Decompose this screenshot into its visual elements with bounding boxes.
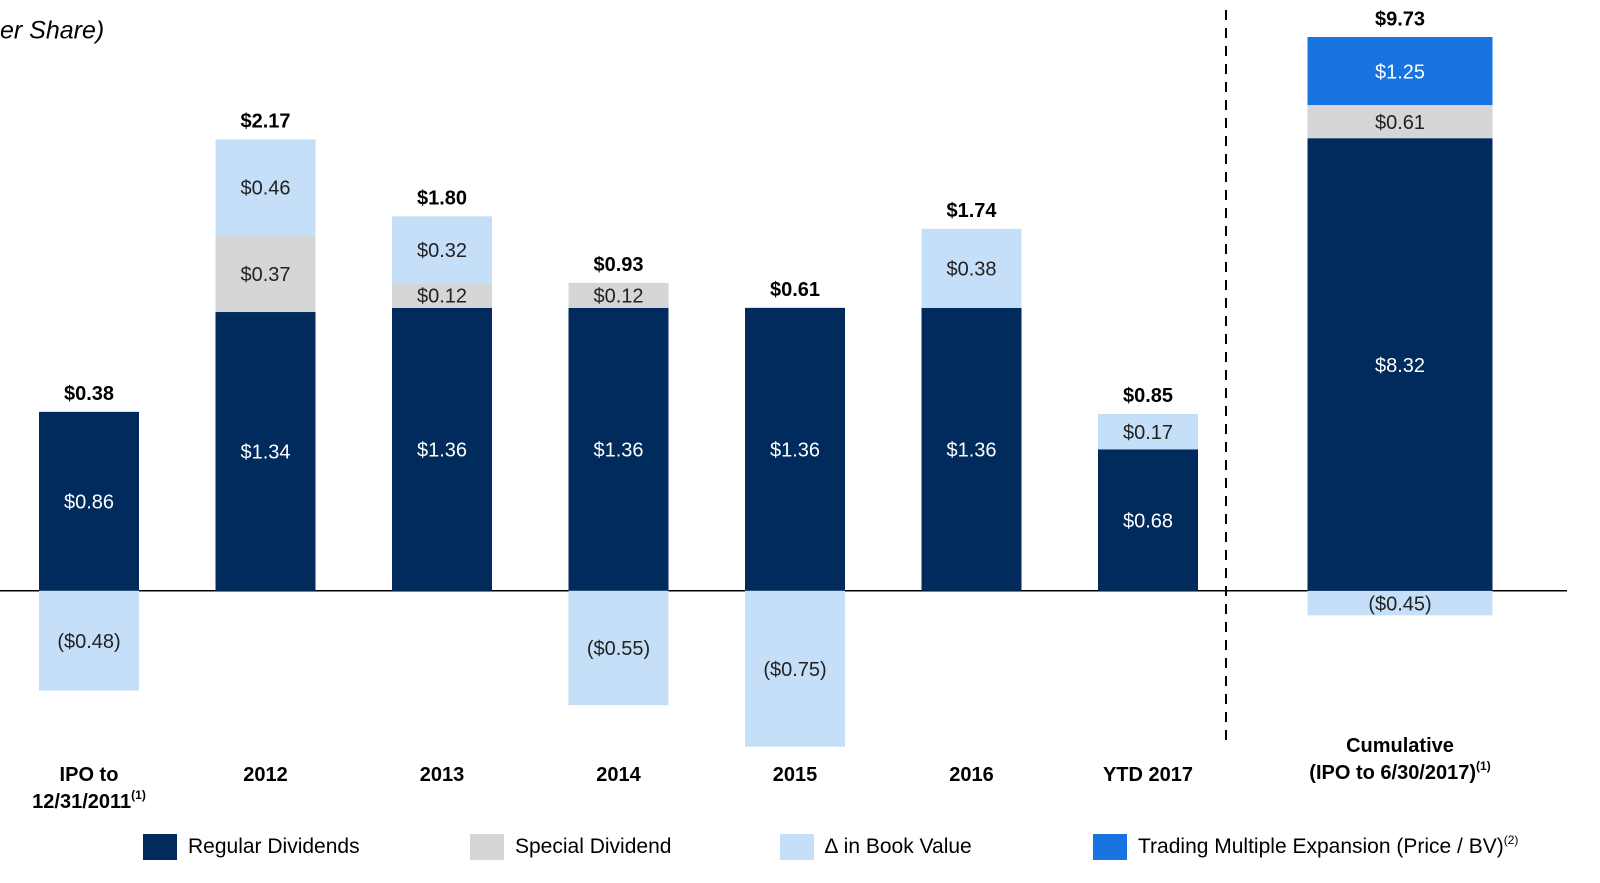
category-text: 2014 xyxy=(596,764,641,786)
bar-segment xyxy=(568,590,669,706)
bar-segment xyxy=(1098,449,1198,591)
bar-segment xyxy=(921,228,1022,308)
x-tick-label: 2015 xyxy=(675,762,915,789)
bar-segment xyxy=(921,307,1022,591)
bar-segment xyxy=(1307,590,1493,616)
legend-label: ∆ in Book Value xyxy=(825,833,972,861)
segment-label: $1.36 xyxy=(593,440,643,462)
bar-segment xyxy=(215,312,316,591)
legend-label: Trading Multiple Expansion (Price / BV)(… xyxy=(1138,833,1518,861)
bar-segment xyxy=(39,411,139,591)
bar-segment xyxy=(392,282,492,308)
legend-label: Regular Dividends xyxy=(188,833,360,861)
x-tick-label: YTD 2017 xyxy=(1028,762,1268,789)
legend-text: Regular Dividends xyxy=(188,835,360,858)
segment-label: $1.36 xyxy=(946,440,996,462)
total-label: $1.74 xyxy=(946,200,997,222)
bar-segment xyxy=(1307,105,1493,139)
legend-text: Special Dividend xyxy=(515,835,672,858)
legend-label: Special Dividend xyxy=(515,833,671,861)
total-label: $0.85 xyxy=(1123,385,1173,407)
bar-segment xyxy=(1098,413,1198,450)
x-tick-label: IPO to 12/31/2011(1) xyxy=(0,762,209,816)
bar-segment xyxy=(568,282,669,308)
segment-label: ($0.55) xyxy=(587,638,650,660)
bar-segment xyxy=(568,307,669,591)
total-label: $0.93 xyxy=(593,254,643,276)
segment-label: $0.86 xyxy=(64,492,114,514)
segment-label: $1.36 xyxy=(417,440,467,462)
segment-label: $0.38 xyxy=(946,259,996,281)
legend-swatch xyxy=(780,834,814,860)
total-label: $9.73 xyxy=(1375,8,1425,30)
total-label: $0.38 xyxy=(64,383,114,405)
category-text: 2012 xyxy=(243,764,288,786)
x-tick-label: 2016 xyxy=(852,762,1092,789)
segment-label: $1.34 xyxy=(240,442,290,464)
bar-segment xyxy=(215,235,316,313)
legend-note: (2) xyxy=(1503,833,1519,847)
total-label: $0.61 xyxy=(770,279,820,301)
segment-label: ($0.45) xyxy=(1368,593,1431,615)
segment-label: $0.68 xyxy=(1123,510,1173,532)
segment-label: $0.12 xyxy=(417,286,467,308)
bar-segment xyxy=(1307,36,1493,106)
segment-label: $8.32 xyxy=(1375,355,1425,377)
category-text: 2015 xyxy=(772,764,818,786)
chart-title: er Share) xyxy=(0,17,104,45)
legend-swatch xyxy=(470,834,504,860)
category-note: (1) xyxy=(131,788,146,802)
segment-label: $0.12 xyxy=(593,286,643,308)
category-text: 2013 xyxy=(419,764,465,786)
x-tick-label: Cumulative (IPO to 6/30/2017)(1) xyxy=(1280,733,1520,787)
segment-label: $0.17 xyxy=(1123,422,1173,444)
x-tick-label: 2014 xyxy=(499,762,739,789)
segment-label: $0.37 xyxy=(240,264,290,286)
category-text: IPO to 12/31/2011 xyxy=(32,764,132,813)
legend-text: ∆ in Book Value xyxy=(825,835,972,858)
category-text: Cumulative (IPO to 6/30/2017) xyxy=(1309,735,1477,784)
segment-label: $1.25 xyxy=(1375,61,1425,83)
bar-segment xyxy=(39,590,139,691)
total-label: $1.80 xyxy=(417,188,467,210)
bar-segment xyxy=(1307,138,1493,591)
segment-label: $0.32 xyxy=(417,240,467,262)
bar-segment xyxy=(392,216,492,283)
segment-label: $0.46 xyxy=(240,177,290,199)
bar-segment xyxy=(745,307,845,591)
segment-label: $1.36 xyxy=(770,440,820,462)
legend-swatch xyxy=(143,834,177,860)
category-text: YTD 2017 xyxy=(1102,764,1194,786)
segment-label: $0.61 xyxy=(1375,112,1425,134)
category-note: (1) xyxy=(1476,759,1491,773)
x-tick-label: 2013 xyxy=(322,762,562,789)
legend-text: Trading Multiple Expansion (Price / BV) xyxy=(1138,835,1504,858)
segment-label: ($0.48) xyxy=(57,631,120,653)
category-text: 2016 xyxy=(949,764,994,786)
segment-label: ($0.75) xyxy=(763,659,826,681)
bar-segment xyxy=(215,139,316,236)
legend-swatch xyxy=(1093,834,1127,860)
bar-segment xyxy=(745,590,845,747)
bar-segment xyxy=(392,307,492,591)
total-label: $2.17 xyxy=(240,111,290,133)
x-tick-label: 2012 xyxy=(146,762,386,789)
